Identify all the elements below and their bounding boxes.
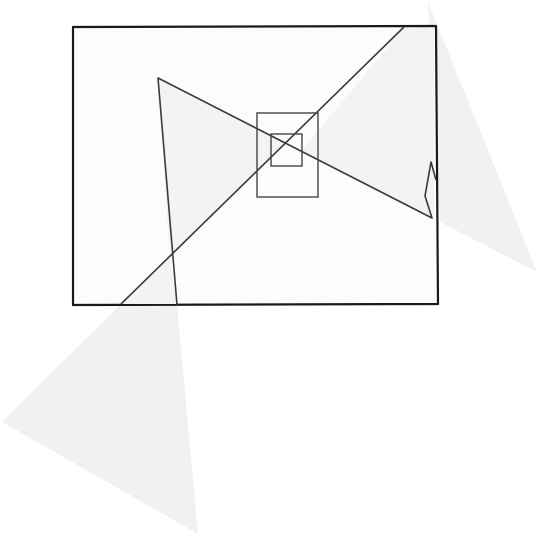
- upper-right-shaded-region: [300, 28, 434, 217]
- lower-left-shaded-region: [121, 258, 176, 304]
- center-rectangle: [256, 112, 319, 198]
- upper-right-triangle: [428, 2, 537, 272]
- bowtie-polygon: [157, 77, 437, 306]
- diagonal-line: [120, 26, 405, 305]
- lower-left-triangle: [2, 305, 198, 534]
- center-square: [270, 133, 303, 167]
- left-shaded-region: [158, 78, 286, 258]
